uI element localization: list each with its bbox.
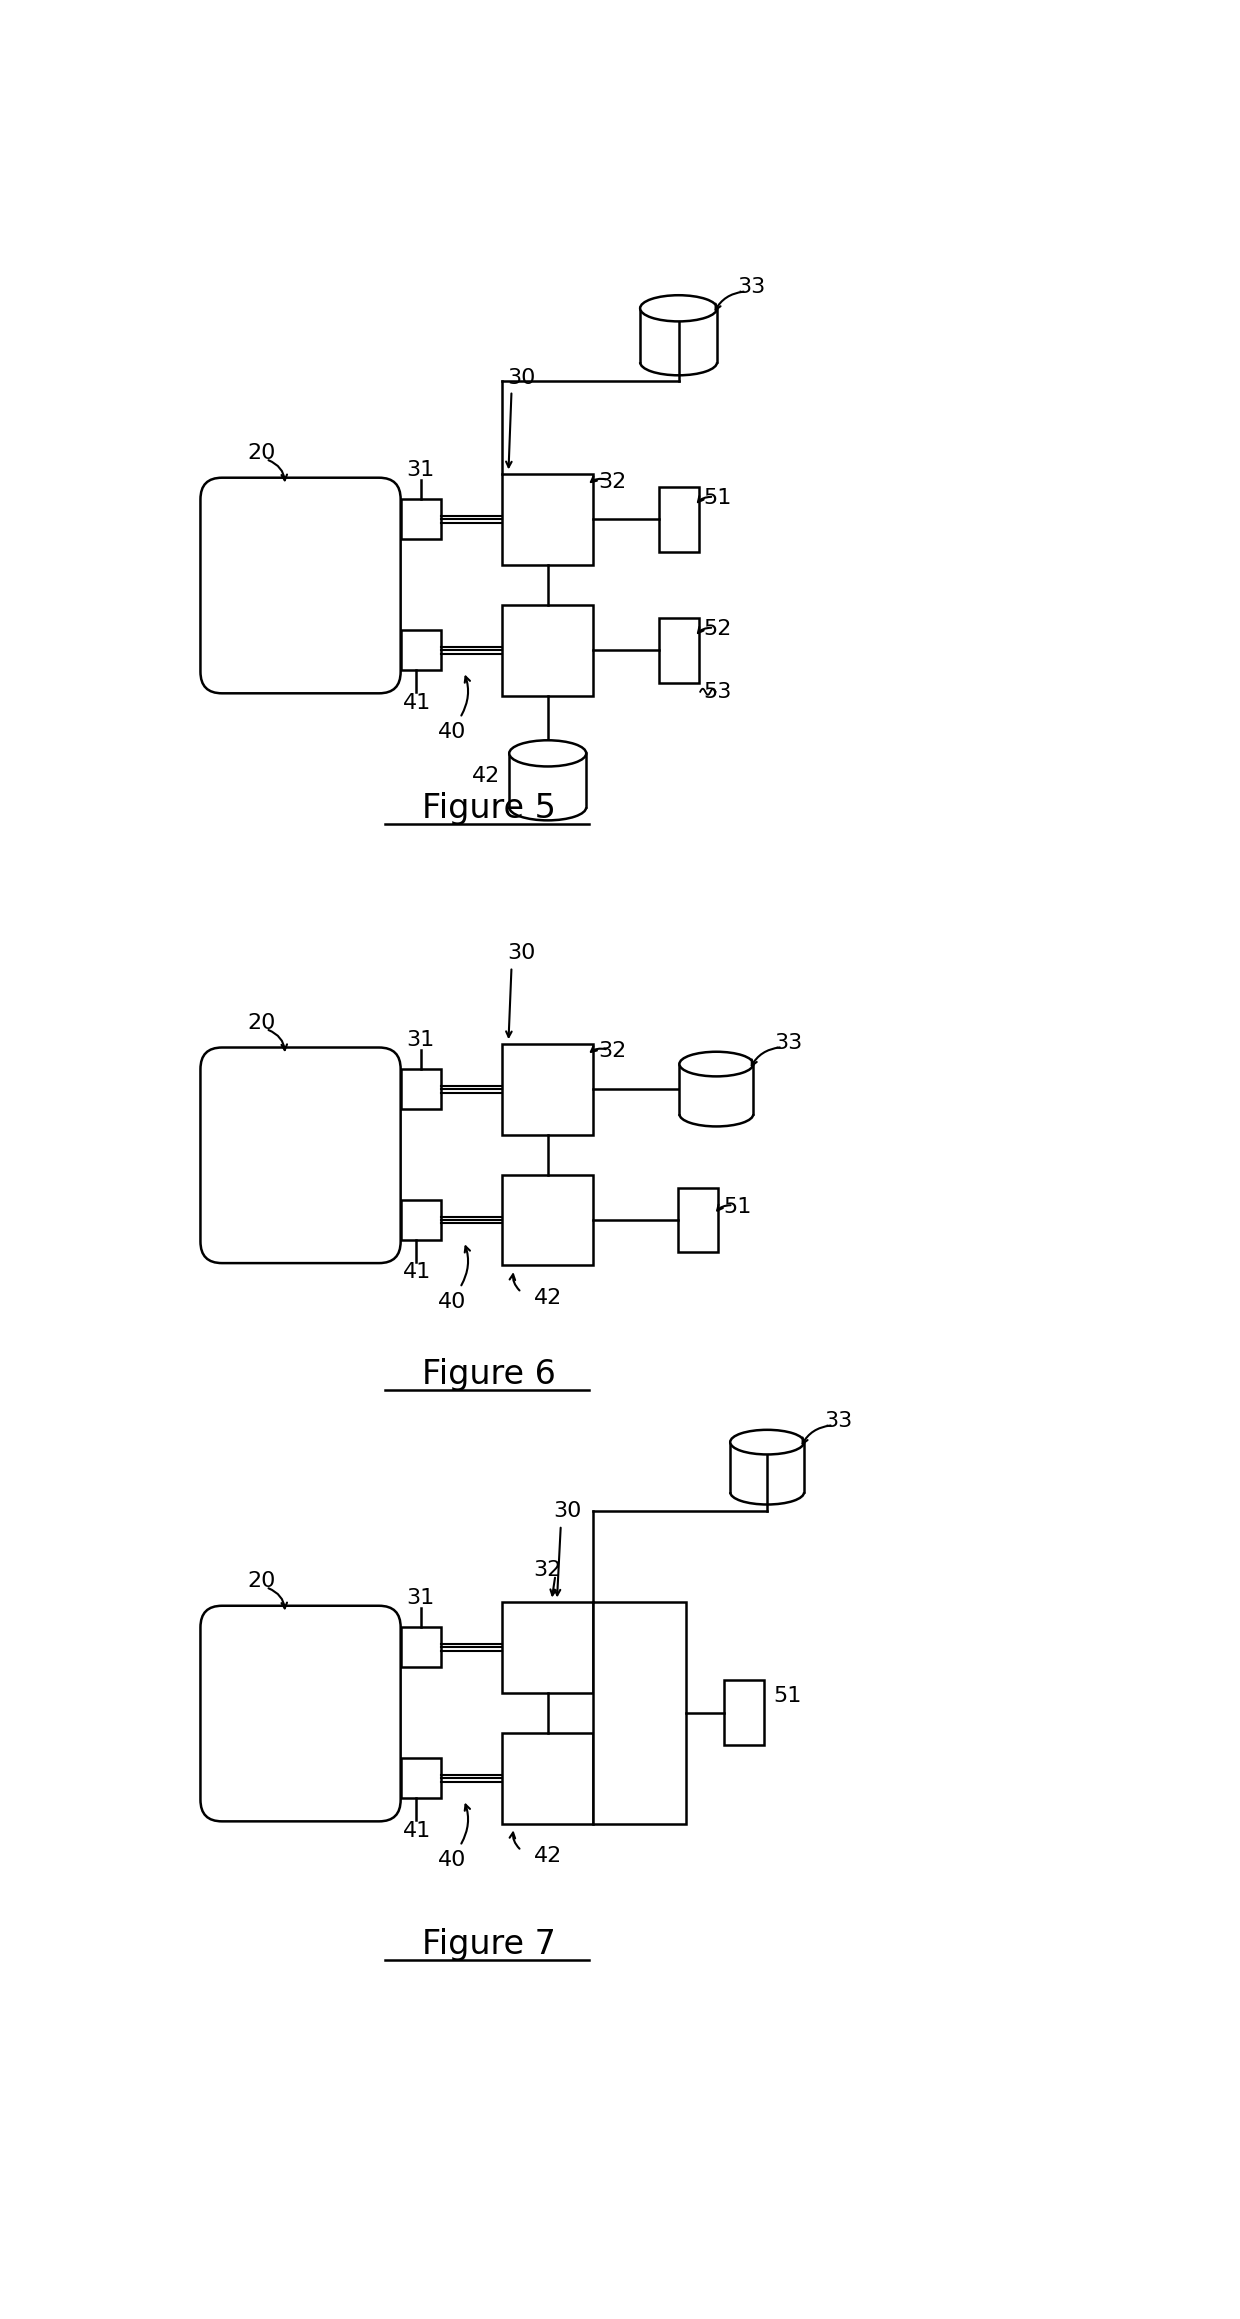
- Text: 52: 52: [704, 619, 732, 640]
- Bar: [658, 617, 698, 682]
- Text: 42: 42: [533, 1846, 562, 1867]
- Text: 30: 30: [507, 944, 536, 962]
- Text: 53: 53: [704, 682, 732, 703]
- Text: 51: 51: [773, 1686, 801, 1707]
- Text: 32: 32: [533, 1561, 562, 1579]
- Text: 31: 31: [407, 1030, 435, 1051]
- Bar: [401, 631, 440, 670]
- Bar: [724, 1681, 764, 1746]
- Ellipse shape: [640, 295, 717, 322]
- Text: 41: 41: [403, 693, 432, 712]
- Bar: [658, 487, 698, 552]
- Text: 51: 51: [704, 489, 732, 508]
- Bar: [401, 1069, 440, 1108]
- Text: 20: 20: [248, 1013, 277, 1032]
- Bar: [502, 1173, 593, 1266]
- Bar: [401, 499, 440, 540]
- Text: 20: 20: [248, 1570, 277, 1591]
- Bar: [502, 473, 593, 566]
- Bar: [401, 1628, 440, 1667]
- Bar: [510, 754, 587, 807]
- Text: 42: 42: [533, 1287, 562, 1308]
- Bar: [730, 1442, 804, 1491]
- Bar: [401, 1199, 440, 1241]
- Text: 41: 41: [403, 1262, 432, 1282]
- FancyBboxPatch shape: [201, 478, 401, 693]
- Text: 31: 31: [407, 1589, 435, 1607]
- Text: 32: 32: [598, 471, 626, 492]
- Text: 40: 40: [438, 1851, 466, 1869]
- Text: Figure 7: Figure 7: [423, 1927, 556, 1962]
- Bar: [593, 1602, 686, 1823]
- Bar: [502, 605, 593, 696]
- Text: 33: 33: [825, 1410, 853, 1431]
- Text: 40: 40: [438, 721, 466, 742]
- Text: 30: 30: [553, 1500, 582, 1521]
- Ellipse shape: [730, 1431, 804, 1454]
- Bar: [502, 1732, 593, 1823]
- Bar: [502, 1044, 593, 1134]
- Bar: [678, 1187, 718, 1252]
- Text: Figure 5: Figure 5: [423, 793, 556, 826]
- Text: Figure 6: Figure 6: [423, 1359, 556, 1391]
- Ellipse shape: [680, 1053, 754, 1076]
- Text: 42: 42: [472, 768, 500, 786]
- Text: 33: 33: [738, 276, 766, 297]
- FancyBboxPatch shape: [201, 1605, 401, 1820]
- Text: 31: 31: [407, 459, 435, 480]
- Text: 41: 41: [403, 1820, 432, 1841]
- Text: 32: 32: [598, 1041, 626, 1062]
- FancyBboxPatch shape: [201, 1048, 401, 1264]
- Text: 51: 51: [723, 1197, 751, 1217]
- Bar: [640, 308, 717, 362]
- Bar: [680, 1064, 754, 1113]
- Text: 20: 20: [248, 443, 277, 464]
- Bar: [502, 1602, 593, 1693]
- Bar: [401, 1758, 440, 1797]
- Text: 33: 33: [774, 1032, 802, 1053]
- Text: 40: 40: [438, 1292, 466, 1313]
- Text: 30: 30: [507, 369, 536, 387]
- Ellipse shape: [510, 740, 587, 768]
